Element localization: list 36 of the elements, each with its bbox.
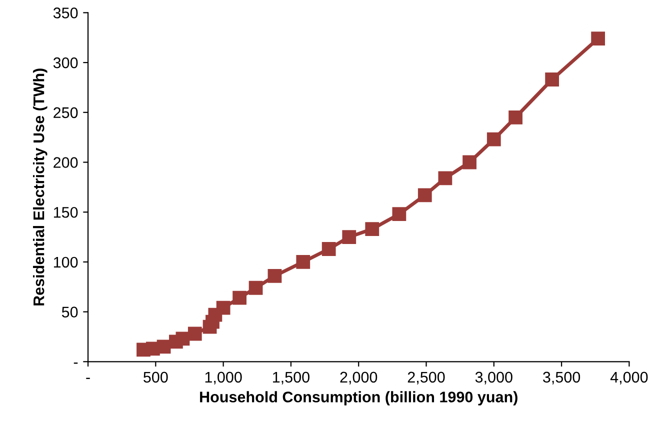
x-tick-label: 1,000 (205, 372, 242, 384)
point (322, 242, 336, 256)
x-tick-label: 2,500 (408, 372, 445, 384)
y-tick-label: - (74, 362, 78, 364)
x-tick-label: 3,000 (475, 372, 512, 384)
point (545, 72, 560, 86)
point (438, 171, 452, 186)
point (188, 326, 202, 341)
point (248, 280, 263, 295)
y-tick-label: 100 (54, 256, 78, 268)
y-tick-label: 50 (62, 306, 78, 318)
y-axis-title: Residential Electricity Use (TWh) (33, 68, 48, 306)
x-tick-label: 1,500 (273, 372, 310, 384)
point (486, 132, 501, 146)
point (418, 188, 432, 202)
x-axis-title: Household Consumption (billion 1990 yuan) (200, 391, 518, 406)
point (462, 155, 476, 170)
x-tick-label: 4,000 (610, 372, 648, 384)
x-tick-label: 2,000 (340, 372, 378, 384)
y-tick-label: 300 (53, 57, 78, 68)
point (268, 268, 282, 283)
point (342, 230, 356, 244)
x-tick-label: 500 (144, 372, 168, 383)
x-tick-label: - (86, 378, 90, 379)
point (296, 255, 310, 269)
point (591, 32, 606, 46)
x-tick-label: 3,500 (543, 372, 580, 384)
point (392, 207, 406, 222)
y-tick-label: 250 (54, 107, 78, 118)
point (365, 222, 380, 236)
point (216, 300, 230, 315)
point (508, 110, 522, 124)
y-tick-label: 150 (54, 206, 78, 218)
y-tick-label: 350 (53, 8, 78, 18)
point (232, 290, 246, 305)
y-tick-label: 200 (54, 157, 78, 168)
